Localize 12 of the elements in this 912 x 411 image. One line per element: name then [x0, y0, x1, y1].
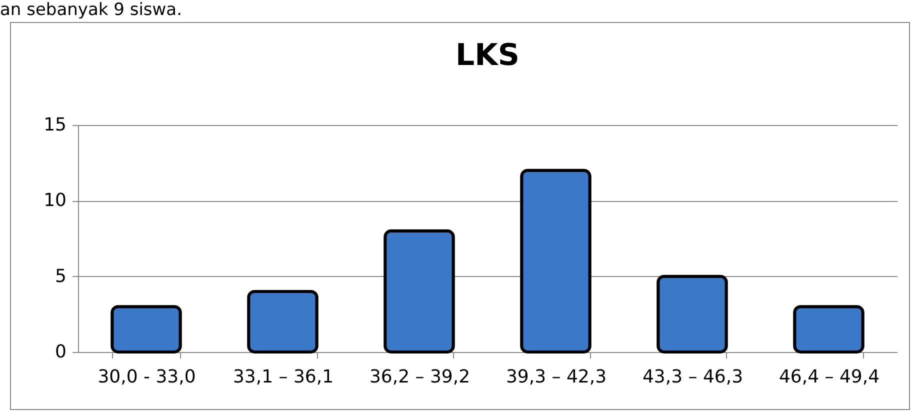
y-tick-label: 15 — [44, 114, 66, 136]
x-tick-label: 30,0 - 33,0 — [98, 366, 196, 388]
x-tick-label: 46,4 – 49,4 — [778, 366, 880, 388]
y-tick-label: 5 — [55, 266, 66, 287]
x-tick-label: 33,1 – 36,1 — [232, 366, 334, 388]
x-tick-label: 36,2 – 39,2 — [369, 366, 470, 388]
chart-title: LKS — [456, 38, 520, 73]
text: an sebanyak 9 siswa. — [0, 0, 182, 20]
y-tick-label: 0 — [55, 342, 66, 362]
x-tick-label: 39,3 – 42,3 — [506, 366, 607, 388]
y-tick-label: 10 — [44, 190, 66, 212]
x-tick-label: 43,3 – 46,3 — [642, 366, 744, 388]
